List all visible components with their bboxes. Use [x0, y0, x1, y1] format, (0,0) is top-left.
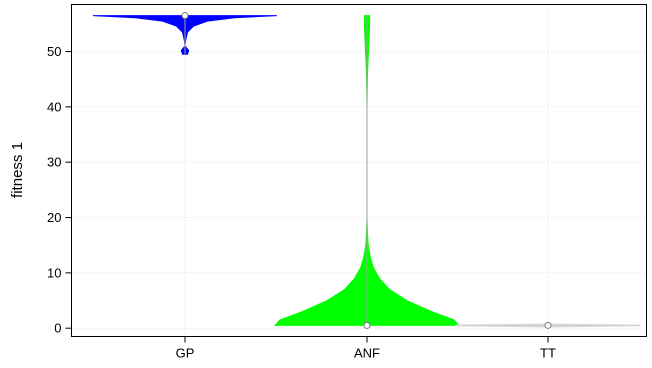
- y-tick-label: 20: [47, 210, 61, 225]
- x-tick-label: ANF: [354, 346, 380, 361]
- y-axis-title: fitness 1: [9, 142, 26, 198]
- violin-tt: [455, 321, 641, 329]
- axis-layer: 0 10 20 30 40 50 GP ANF TT: [47, 44, 556, 360]
- plot-frame: [71, 4, 647, 337]
- x-tick-label: GP: [176, 346, 195, 361]
- violin-anf: [273, 15, 461, 329]
- median-point: [181, 12, 189, 20]
- violin-gp: [92, 12, 278, 55]
- x-tick-label: TT: [540, 346, 556, 361]
- y-tick-label: 0: [54, 321, 61, 336]
- median-point: [544, 321, 552, 329]
- y-tick-label: 40: [47, 99, 61, 114]
- median-point: [363, 321, 371, 329]
- violin-layer: [92, 12, 641, 329]
- y-tick-label: 50: [47, 44, 61, 59]
- y-tick-label: 30: [47, 155, 61, 170]
- y-tick-label: 10: [47, 265, 61, 280]
